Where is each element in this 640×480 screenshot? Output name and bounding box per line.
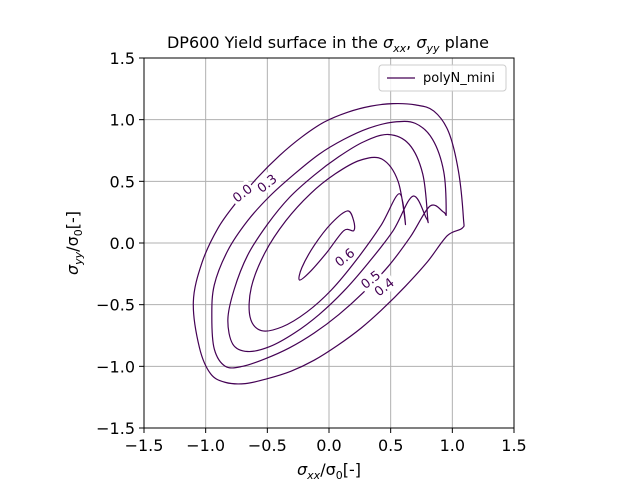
- x-tick-label-3: 0.0: [316, 436, 341, 455]
- y-tick-label-0: −1.5: [96, 419, 135, 438]
- contour-line-0-5: [248, 156, 407, 332]
- x-tick-label-6: 1.5: [501, 436, 526, 455]
- y-tick-label-3: 0.0: [110, 234, 135, 253]
- axis-ticks: −1.5 −1.0 −0.5 0.0 0.5 1.0 1.5 −1.5 −1.0 −0.5 0.0 0…: [96, 49, 527, 455]
- legend-entry-polyn-mini: polyN_mini: [423, 71, 495, 86]
- contour-label-backdrop-3: [355, 265, 385, 293]
- y-tick-label-1: −1.0: [96, 357, 135, 376]
- contour-label-backdrop-4: [369, 272, 399, 301]
- y-axis-title: σyy/σ0[-]: [63, 211, 85, 275]
- contour-lines: [192, 102, 465, 385]
- x-tick-label-2: −0.5: [248, 436, 287, 455]
- x-tick-label-5: 1.0: [440, 436, 465, 455]
- y-tick-label-6: 1.5: [110, 49, 135, 68]
- y-tick-label-2: −0.5: [96, 296, 135, 315]
- chart-title: DP600 Yield surface in the σxx, σyy plan…: [167, 33, 489, 55]
- y-tick-label-5: 1.0: [110, 111, 135, 130]
- contour-label-backdrop-2: [330, 243, 359, 271]
- y-tick-label-4: 0.5: [110, 172, 135, 191]
- x-tick-label-1: −1.0: [186, 436, 225, 455]
- contour-label-backdrop-1: [252, 169, 282, 197]
- contour-label-backdrop-0: [227, 179, 257, 207]
- x-tick-label-4: 0.5: [378, 436, 403, 455]
- legend: polyN_mini: [378, 64, 507, 92]
- contour-line-0-4: [227, 133, 429, 353]
- contour-line-0-6: [298, 210, 356, 281]
- legend-box: [378, 64, 507, 92]
- x-tick-label-0: −1.5: [125, 436, 164, 455]
- contour-line-0-0: [192, 102, 465, 385]
- x-axis-title: σxx/σ0[-]: [297, 460, 361, 480]
